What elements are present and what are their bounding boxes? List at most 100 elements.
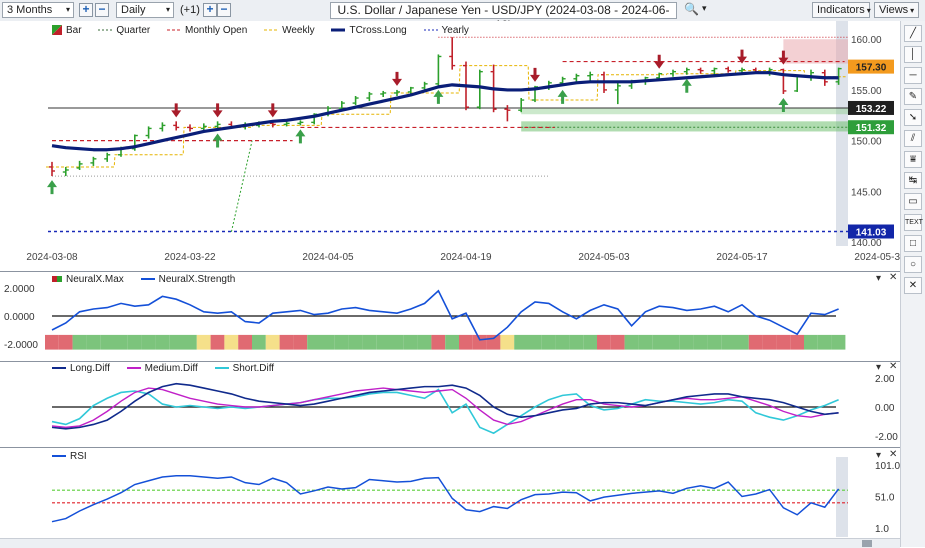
sell-arrow — [654, 54, 665, 69]
y-tick-label: 1.0 — [875, 524, 889, 535]
views-label: Views — [879, 4, 909, 16]
chevron-down-icon[interactable]: ▾ — [702, 3, 707, 13]
neuralx-max-block — [45, 334, 59, 350]
collapse-panel-icon[interactable]: ▾ — [876, 273, 882, 284]
price-bar — [711, 67, 718, 75]
text-tool-icon[interactable]: TEXT — [904, 214, 923, 231]
neuralx-max-block — [569, 334, 584, 350]
time-scrollbar[interactable] — [0, 538, 900, 548]
tcross-long-line — [51, 71, 839, 152]
price-bar — [504, 105, 511, 122]
symbol-title-box[interactable]: U.S. Dollar / Japanese Yen - USD/JPY (20… — [330, 2, 677, 32]
collapse-panel-icon[interactable]: ▾ — [876, 450, 882, 461]
ellipse-tool-icon[interactable]: ○ — [904, 256, 922, 273]
range-minus-button[interactable]: − — [95, 3, 109, 17]
neuralx-max-block — [624, 334, 639, 350]
neuralx-max-block — [376, 334, 390, 350]
price-label: 153.22 — [856, 104, 887, 115]
neuralx-max-block — [583, 334, 597, 350]
close-icon[interactable]: ✕ — [904, 277, 922, 294]
x-tick-label: 2024-03-22 — [164, 252, 216, 263]
neuralx-max-block — [817, 334, 832, 350]
close-panel-icon[interactable]: ✕ — [889, 449, 898, 460]
scrollbar-thumb[interactable] — [862, 540, 872, 547]
sell-arrow — [392, 71, 402, 86]
buy-arrow — [681, 78, 692, 93]
arrow-tool-icon[interactable]: ➘ — [904, 109, 922, 126]
neuralx-max-block — [417, 334, 432, 350]
neuralx-max-block — [748, 334, 763, 350]
price-bar — [476, 69, 483, 110]
price-legend: Bar Quarter Monthly Open Weekly TCross.L… — [52, 25, 483, 36]
quarter-connector — [230, 140, 253, 232]
pencil-tool-icon[interactable]: ✎ — [904, 88, 922, 105]
price-bar — [173, 121, 180, 131]
price-label-box — [848, 100, 894, 115]
close-panel-icon[interactable]: ✕ — [889, 272, 898, 283]
price-chart[interactable]: 160.00 155.00 150.00 145.00 140.00 157.30 153.… — [0, 21, 900, 269]
neuralx-max-block — [86, 334, 101, 350]
horizontal-line-tool-icon[interactable]: ─ — [904, 67, 922, 84]
channel-tool-icon[interactable]: ⫽ — [904, 130, 922, 147]
range-plus-button[interactable]: + — [79, 3, 93, 17]
panel-background — [0, 447, 900, 537]
x-tick-label: 2024-05-03 — [578, 252, 630, 263]
offset-minus-button[interactable]: − — [217, 3, 231, 17]
rsi-legend: RSI — [52, 451, 101, 462]
rsi-panel[interactable]: 101.0 51.0 1.0 — [0, 447, 900, 537]
price-bar — [283, 121, 290, 127]
price-bar — [670, 69, 676, 77]
offset-plus-button[interactable]: + — [203, 3, 217, 17]
x-tick-label: 2024-04-05 — [302, 252, 354, 263]
x-tick-label: 2024-05-31 — [854, 252, 900, 263]
rsi-line — [51, 474, 840, 523]
views-button[interactable]: Views ▾ — [874, 2, 919, 18]
y-tick-label: 145.00 — [851, 187, 882, 198]
diff-panel[interactable]: 2.00 0.00 -2.00 — [0, 361, 900, 445]
vertical-line-tool-icon[interactable]: │ — [904, 46, 922, 63]
neuralx-max-block — [58, 334, 73, 350]
buy-arrow — [778, 97, 789, 112]
sell-arrow — [267, 103, 278, 118]
legend-monthly-open: Monthly Open — [167, 25, 248, 36]
legend-short-diff: Short.Diff — [214, 363, 275, 374]
price-bar — [614, 82, 621, 105]
y-tick-label: -2.0000 — [4, 340, 38, 351]
y-tick-label: 2.00 — [875, 374, 895, 385]
neuralx-max-block — [141, 334, 156, 350]
price-bar — [145, 126, 152, 139]
long-diff-line — [51, 382, 839, 430]
diff-legend: Long.Diff Medium.Diff Short.Diff — [52, 363, 288, 374]
trendline-tool-icon[interactable]: ╱ — [904, 25, 922, 42]
neuralx-max-block — [555, 334, 570, 350]
neuralx-panel[interactable]: 2.0000 0.0000 -2.0000 — [0, 271, 900, 359]
weekly-line — [46, 65, 846, 168]
callout-tool-icon[interactable]: ▭ — [904, 193, 922, 210]
neuralx-strength-line — [51, 289, 839, 341]
collapse-panel-icon[interactable]: ▾ — [876, 362, 882, 373]
fibonacci-tool-icon[interactable]: ⩸ — [904, 151, 922, 168]
price-label-box — [848, 120, 894, 135]
search-icon[interactable]: 🔍 — [684, 2, 699, 16]
price-label: 141.03 — [856, 228, 887, 239]
y-tick-label: 2.0000 — [4, 284, 35, 295]
legend-bar: Bar — [52, 25, 82, 36]
neuralx-max-block — [403, 334, 418, 350]
buy-arrow — [433, 89, 444, 104]
range-select[interactable]: 3 Months ▾ — [2, 2, 74, 18]
support-zone-lower — [521, 121, 848, 132]
legend-neuralx-max: NeuralX.Max — [52, 274, 124, 285]
rectangle-tool-icon[interactable]: □ — [904, 235, 922, 252]
indicators-button[interactable]: Indicators ▾ — [812, 2, 871, 18]
neuralx-max-block — [155, 334, 170, 350]
price-bar — [352, 96, 359, 106]
close-panel-icon[interactable]: ✕ — [889, 361, 898, 372]
measure-tool-icon[interactable]: ↹ — [904, 172, 922, 189]
neuralx-max-block — [638, 334, 653, 350]
neuralx-max-block — [445, 334, 459, 350]
price-bar — [407, 86, 414, 94]
panel-background — [0, 361, 900, 445]
y-tick-label: 155.00 — [851, 86, 882, 97]
legend-quarter: Quarter — [98, 25, 151, 36]
interval-select[interactable]: Daily ▾ — [116, 2, 174, 18]
